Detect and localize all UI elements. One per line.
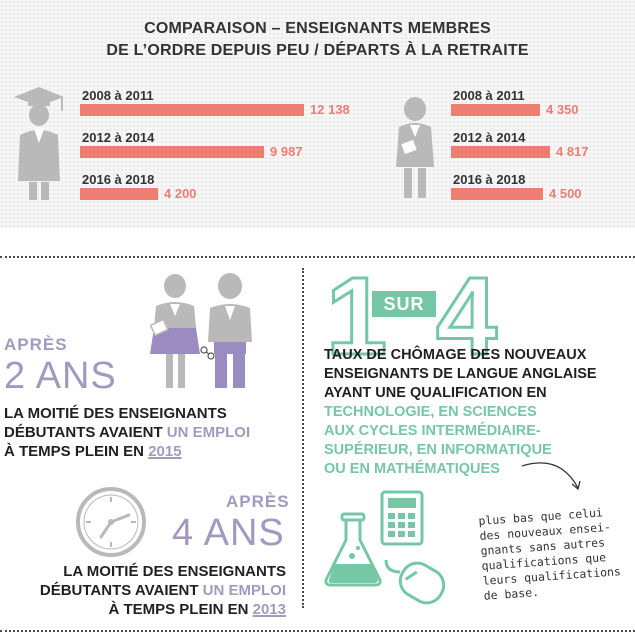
ratio-sur-badge: SUR (372, 291, 436, 317)
panel-title-line2: DE L’ORDRE DEPUIS PEU / DÉPARTS À LA RET… (106, 42, 529, 59)
apres-label: APRÈS (4, 335, 68, 354)
panel-title-line1: COMPARAISON – ENSEIGNANTS MEMBRES (144, 20, 491, 37)
statement-line: AUX CYCLES INTERMÉDIAIRE- (324, 423, 541, 439)
bar-label: 2008 à 2011 (82, 88, 154, 103)
statement-line: À TEMPS PLEIN EN 2015 (4, 443, 182, 460)
statement-line: OU EN MATHÉMATIQUES (324, 461, 500, 477)
bar-value: 4 350 (546, 102, 579, 117)
teachers-icon (150, 273, 252, 388)
bar-label: 2012 à 2014 (453, 130, 526, 145)
bar (80, 146, 264, 158)
bar (451, 104, 540, 116)
curved-arrow-icon (521, 462, 581, 491)
statement-line: SUPÉRIEUR, EN INFORMATIQUE (324, 442, 552, 458)
clock-icon (76, 487, 146, 557)
retiree-icon (396, 97, 434, 198)
bar-value: 4 500 (549, 186, 582, 201)
bar-value: 9 987 (270, 144, 303, 159)
statement-line: TAUX DE CHÔMAGE DES NOUVEAUX (324, 347, 587, 363)
statement-line: AYANT UNE QUALIFICATION EN (324, 385, 547, 401)
statement-line: LA MOITIÉ DES ENSEIGNANTS (4, 405, 227, 422)
bar-label: 2008 à 2011 (453, 88, 525, 103)
calculator-icon (380, 490, 424, 546)
flask-icon (324, 512, 382, 587)
bar-label: 2016 à 2018 (82, 172, 155, 187)
statement-2-years: LA MOITIÉ DES ENSEIGNANTS DÉBUTANTS AVAI… (4, 404, 294, 461)
years-value: 4 ANS (172, 512, 285, 554)
statement-4-years: LA MOITIÉ DES ENSEIGNANTS DÉBUTANTS AVAI… (0, 562, 286, 619)
vertical-divider (302, 268, 304, 608)
mouse-icon (384, 559, 446, 605)
statement-line: TECHNOLOGIE, EN SCIENCES (324, 404, 537, 420)
bottom-divider (0, 630, 635, 632)
bar (80, 188, 158, 200)
bar (451, 188, 543, 200)
statement-line: ENSEIGNANTS DE LANGUE ANGLAISE (324, 366, 597, 382)
graduate-icon (14, 87, 64, 200)
statement-line: LA MOITIÉ DES ENSEIGNANTS (63, 563, 286, 580)
statement-line: DÉBUTANTS AVAIENT UN EMPLOI (4, 424, 251, 441)
bar-value: 4 200 (164, 186, 197, 201)
unemployment-statement: TAUX DE CHÔMAGE DES NOUVEAUX ENSEIGNANTS… (324, 346, 629, 479)
statement-line: DÉBUTANTS AVAIENT UN EMPLOI (39, 582, 286, 599)
years-value: 2 ANS (4, 355, 117, 397)
bar-value: 12 138 (310, 102, 350, 117)
statement-line: À TEMPS PLEIN EN 2013 (108, 601, 286, 618)
ratio-denominator: 4 (434, 255, 498, 378)
bar-label: 2012 à 2014 (82, 130, 155, 145)
bar (80, 104, 304, 116)
apres-label: APRÈS (226, 492, 290, 511)
handwritten-note: plus bas que celui des nouveaux ensei- g… (478, 504, 634, 604)
top-divider (0, 256, 635, 258)
bar (451, 146, 550, 158)
bar-value: 4 817 (556, 144, 589, 159)
bar-label: 2016 à 2018 (453, 172, 526, 187)
